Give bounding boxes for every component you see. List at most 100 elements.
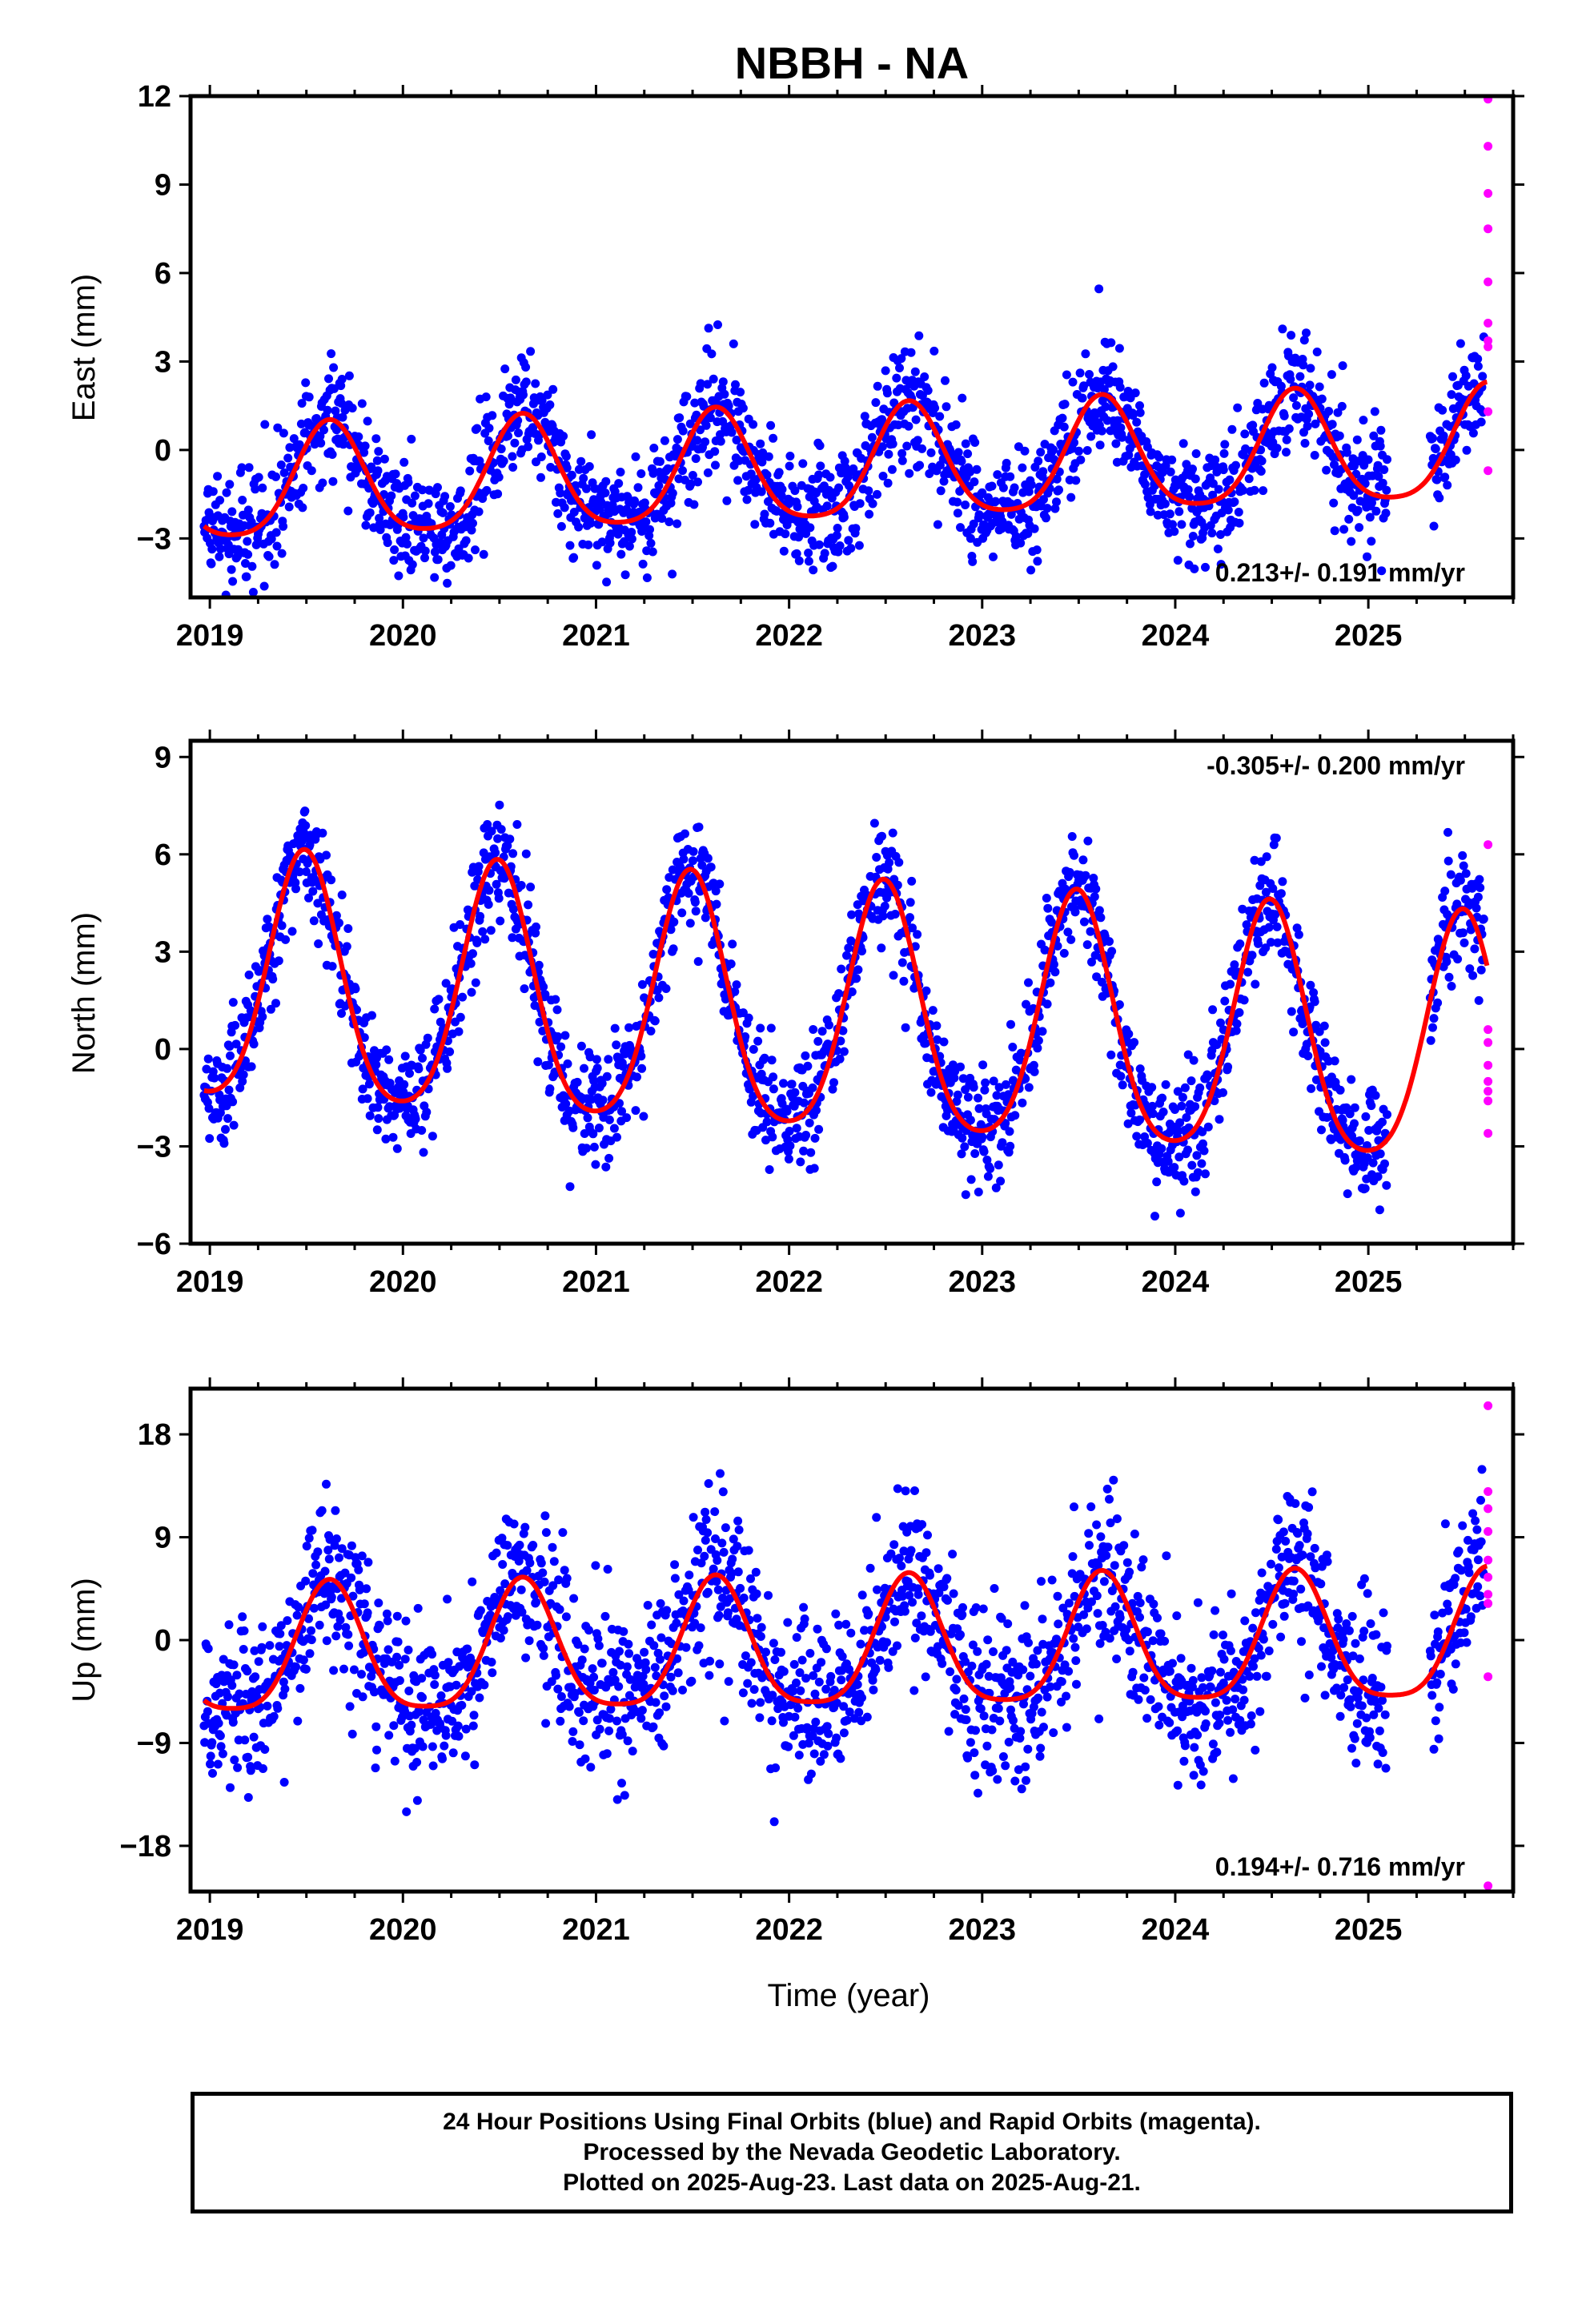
final-point [215,544,225,553]
final-point [648,1722,658,1731]
final-point [765,1165,774,1174]
final-point [1429,521,1439,531]
final-point [738,404,748,413]
final-point [244,970,254,979]
final-point [1303,421,1312,431]
final-point [478,927,488,936]
final-point [412,1758,422,1767]
final-point [1448,372,1457,381]
final-point [208,487,218,497]
final-point [400,1655,410,1664]
final-point [957,456,966,466]
final-point [974,510,984,520]
final-point [349,1665,359,1675]
final-point [1435,493,1444,503]
final-point [339,1664,348,1674]
final-point [588,1129,598,1139]
final-point [1049,959,1058,969]
final-point [438,1754,447,1763]
final-point [1239,995,1249,1005]
final-point [913,436,922,445]
final-point [901,1023,910,1032]
final-point [910,367,920,376]
final-point [784,1154,793,1164]
final-point [1247,951,1257,960]
final-point [966,1116,975,1125]
final-point [749,1092,758,1101]
final-point [548,384,558,394]
final-point [239,1070,248,1080]
final-point [844,536,853,545]
final-point [649,444,659,452]
final-point [809,1164,819,1173]
final-point [1032,545,1042,555]
final-point [1191,449,1201,458]
final-point [939,1037,949,1047]
final-point [713,1585,723,1594]
final-point [712,899,721,909]
final-point [1458,928,1468,938]
final-point [1078,393,1087,403]
final-point [1259,378,1269,388]
final-point [849,464,858,473]
final-point [416,1045,425,1055]
final-point [942,402,951,412]
final-point [255,602,264,611]
final-point [1091,884,1101,894]
final-point [789,1687,798,1696]
final-point [660,436,669,445]
final-point [1264,923,1274,932]
velocity-rate-label: -0.305+/- 0.200 mm/yr [1207,751,1465,780]
final-point [1186,539,1195,549]
final-point [445,1047,455,1056]
final-point [516,881,526,890]
final-point [495,800,504,810]
final-point [1038,1027,1047,1036]
final-point [548,1581,558,1590]
final-point [504,1612,512,1622]
final-point [452,1680,461,1690]
final-point [475,1693,484,1703]
final-point [831,1609,841,1618]
x-tick-label: 2025 [1335,619,1403,653]
final-point [1042,999,1052,1009]
y-tick-label: 0 [155,1033,171,1067]
final-point [670,1574,680,1583]
final-point [225,480,235,489]
final-point [1185,493,1195,501]
final-point [1166,467,1175,476]
final-point [1451,455,1460,464]
x-tick-label: 2022 [755,619,823,653]
final-point [897,958,907,967]
final-point [258,1012,267,1022]
final-point [371,434,381,444]
rapid-point [1484,407,1493,416]
final-point [860,412,869,421]
final-point [1132,1132,1142,1141]
final-point [468,949,477,959]
final-point [1261,887,1271,897]
final-point [1052,497,1061,507]
final-point [1174,1152,1184,1162]
final-point [324,1554,334,1564]
final-point [1070,850,1078,860]
final-point [662,1606,672,1615]
final-point [1231,460,1240,470]
final-point [258,483,267,493]
final-point [331,1534,341,1543]
final-point [1062,370,1071,380]
final-point [400,457,409,467]
final-point [753,1036,763,1046]
final-point [779,546,789,556]
final-point [777,485,787,494]
final-point [747,1699,757,1708]
final-point [806,1148,816,1157]
final-point [690,1618,700,1628]
final-point [228,1718,238,1727]
final-point [789,1659,799,1669]
final-point [1124,450,1134,460]
final-point [391,469,400,479]
final-point [480,935,490,944]
final-point [604,1726,614,1735]
final-point [1010,1111,1020,1120]
